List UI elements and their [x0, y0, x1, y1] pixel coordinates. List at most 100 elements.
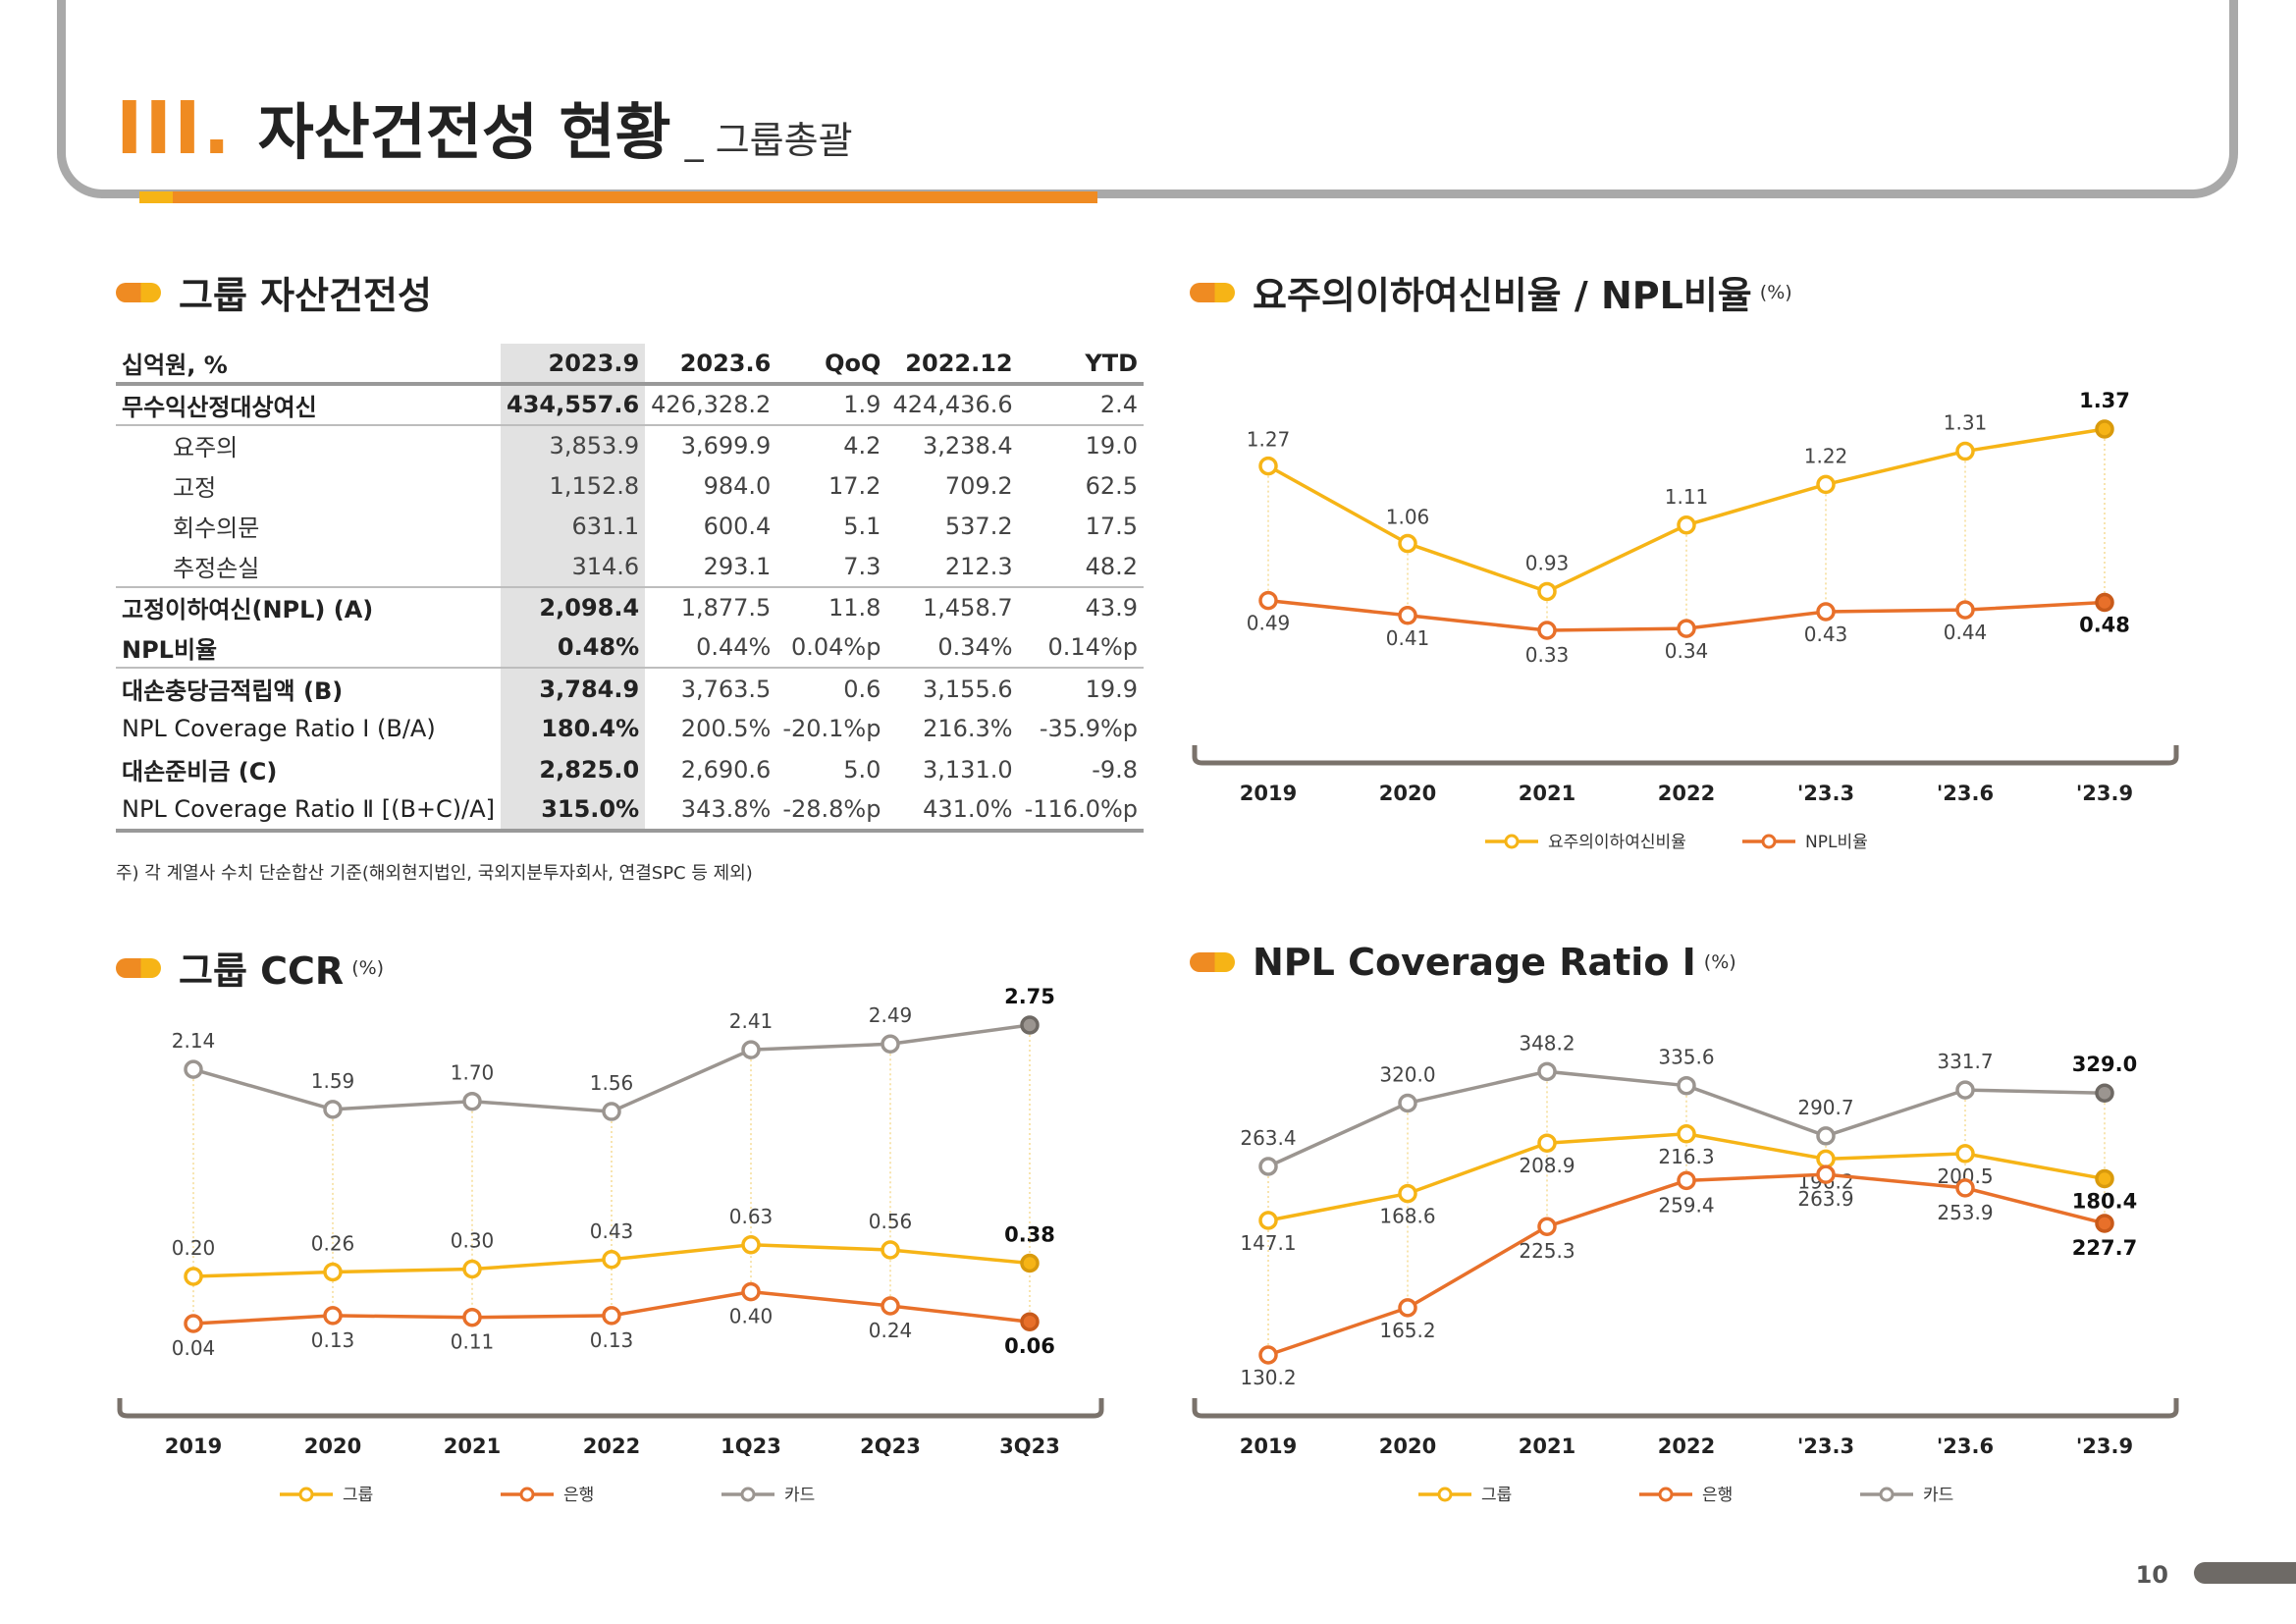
cell: 314.6 [501, 546, 646, 588]
data-label: 0.24 [869, 1319, 913, 1342]
data-label: 1.31 [1944, 411, 1988, 435]
cell: 43.9 [1085, 593, 1139, 622]
data-label: 0.34 [1665, 639, 1709, 663]
data-label: 227.7 [2072, 1236, 2137, 1260]
cell: 0.6 [843, 675, 881, 703]
data-point-orange [1816, 602, 1836, 622]
data-point-gray [1816, 1126, 1836, 1146]
cell: 1,877.5 [680, 593, 772, 622]
cell: 17.2 [828, 471, 881, 500]
data-label: 168.6 [1379, 1205, 1435, 1228]
data-point-orange [1677, 619, 1696, 638]
data-point-orange [1020, 1312, 1040, 1331]
cell: 19.9 [1085, 675, 1139, 703]
cell: 0.34% [886, 627, 1019, 670]
data-point-gray [462, 1091, 482, 1111]
col-header-qoq: QoQ [776, 344, 887, 387]
data-point-gray [323, 1100, 343, 1119]
data-label: 263.9 [1797, 1187, 1853, 1211]
data-label: 0.38 [1004, 1223, 1055, 1247]
legend-label: 은행 [563, 1486, 594, 1505]
ccr-chart-title: 그룹 CCR [179, 949, 345, 993]
table-section-heading: 그룹 자산건전성 [116, 265, 432, 319]
table-row: 고정이하여신(NPL) (A) 2,098.4 1,877.5 11.8 1,4… [116, 586, 1144, 628]
x-tick-label: '23.9 [2076, 782, 2133, 805]
data-point-yellow [1398, 533, 1417, 554]
data-label: 1.56 [590, 1071, 634, 1095]
bullet-pill-icon [116, 282, 161, 302]
cell: 709.2 [944, 471, 1013, 500]
data-point-orange [1677, 1170, 1696, 1191]
data-point-yellow [1537, 581, 1557, 602]
data-point-gray [184, 1059, 203, 1079]
row-label: 고정 [173, 474, 217, 503]
data-label: 335.6 [1658, 1046, 1714, 1069]
cell: 2.4 [1018, 384, 1145, 426]
legend-marker-orange [1658, 1487, 1674, 1502]
cell: -116.0%p [1018, 789, 1145, 833]
x-tick-label: 2021 [1519, 782, 1575, 805]
cell: -20.1%p [782, 715, 881, 743]
legend-label: 요주의이하여신비율 [1548, 833, 1686, 852]
data-label: 2.49 [869, 1003, 913, 1027]
table-header-row: 십억원, % 2023.9 2023.6 QoQ 2022.12 YTD [116, 344, 1145, 387]
data-point-gray [2095, 1083, 2114, 1103]
page-title: III . 자산건전성 현황 _ 그룹총괄 [116, 82, 853, 171]
cell: 216.3% [923, 715, 1013, 743]
x-tick-label: 2022 [1658, 782, 1715, 805]
data-point-yellow [1816, 474, 1836, 495]
row-label: NPL Coverage Ratio Ⅰ (B/A) [122, 715, 436, 743]
cell: 343.8% [645, 789, 777, 833]
cell: 212.3 [886, 546, 1019, 588]
data-point-yellow [1677, 1124, 1696, 1144]
legend-marker-orange [519, 1487, 535, 1502]
row-label: NPL Coverage Ratio Ⅱ [(B+C)/A] [116, 789, 502, 833]
x-tick-label: 2022 [1658, 1435, 1715, 1458]
table-row: 대손준비금 (C) 2,825.0 2,690.6 5.0 3,131.0 -9… [116, 748, 1144, 790]
legend-label: 은행 [1702, 1486, 1733, 1505]
x-tick-label: 2021 [444, 1435, 501, 1458]
cell: 180.4% [501, 708, 646, 749]
x-tick-label: 2019 [1240, 1435, 1297, 1458]
data-point-yellow [1258, 1211, 1278, 1230]
section-dot: . [202, 86, 231, 171]
cell: 3,131.0 [923, 755, 1013, 784]
data-label: 1.70 [451, 1061, 495, 1085]
data-label: 1.11 [1665, 485, 1709, 509]
data-point-yellow [741, 1235, 761, 1255]
cell: 2,825.0 [501, 748, 646, 790]
data-label: 0.43 [1804, 623, 1848, 646]
x-tick-label: '23.6 [1937, 1435, 1994, 1458]
cell: 17.5 [1085, 512, 1139, 540]
cell: 3,763.5 [680, 675, 772, 703]
x-tick-label: 2020 [1379, 1435, 1436, 1458]
data-point-orange [602, 1306, 621, 1326]
coverage-chart-heading: NPL Coverage Ratio Ⅰ (%) [1190, 941, 1736, 984]
x-tick-label: 3Q23 [999, 1435, 1060, 1458]
data-point-gray [1398, 1093, 1417, 1113]
data-label: 0.06 [1004, 1334, 1055, 1358]
ccr-chart-heading: 그룹 CCR (%) [116, 941, 384, 995]
data-label: 1.06 [1386, 506, 1430, 529]
data-point-orange [1955, 1178, 1975, 1198]
data-point-yellow [462, 1259, 482, 1279]
coverage-ratio-chart: 2019 2020 2021 2022 '23.3 '23.6 '23.9 147.1 168.… [1192, 1031, 2179, 1505]
table-row: 추정손실 314.6 293.1 7.3 212.3 48.2 [116, 546, 1145, 588]
cell: 200.5% [680, 715, 772, 743]
x-tick-label: '23.6 [1937, 782, 1994, 805]
cell: 0.44% [645, 627, 777, 670]
x-tick-label: 2021 [1519, 1435, 1575, 1458]
legend-marker-gray [1879, 1487, 1895, 1502]
data-label: 0.48 [2079, 614, 2130, 637]
data-label: 0.41 [1386, 626, 1430, 650]
data-label: 331.7 [1937, 1050, 1993, 1073]
data-label: 225.3 [1519, 1239, 1575, 1263]
data-point-gray [741, 1040, 761, 1059]
data-label: 0.49 [1247, 612, 1291, 635]
cell: 4.2 [843, 431, 881, 460]
table-row: NPL비율 0.48% 0.44% 0.04%p 0.34% 0.14%p [116, 627, 1145, 670]
cell: 48.2 [1018, 546, 1145, 588]
npl-chart-unit: (%) [1759, 281, 1792, 303]
data-point-gray [1537, 1061, 1557, 1082]
row-label: 고정이하여신(NPL) (A) [122, 596, 374, 624]
